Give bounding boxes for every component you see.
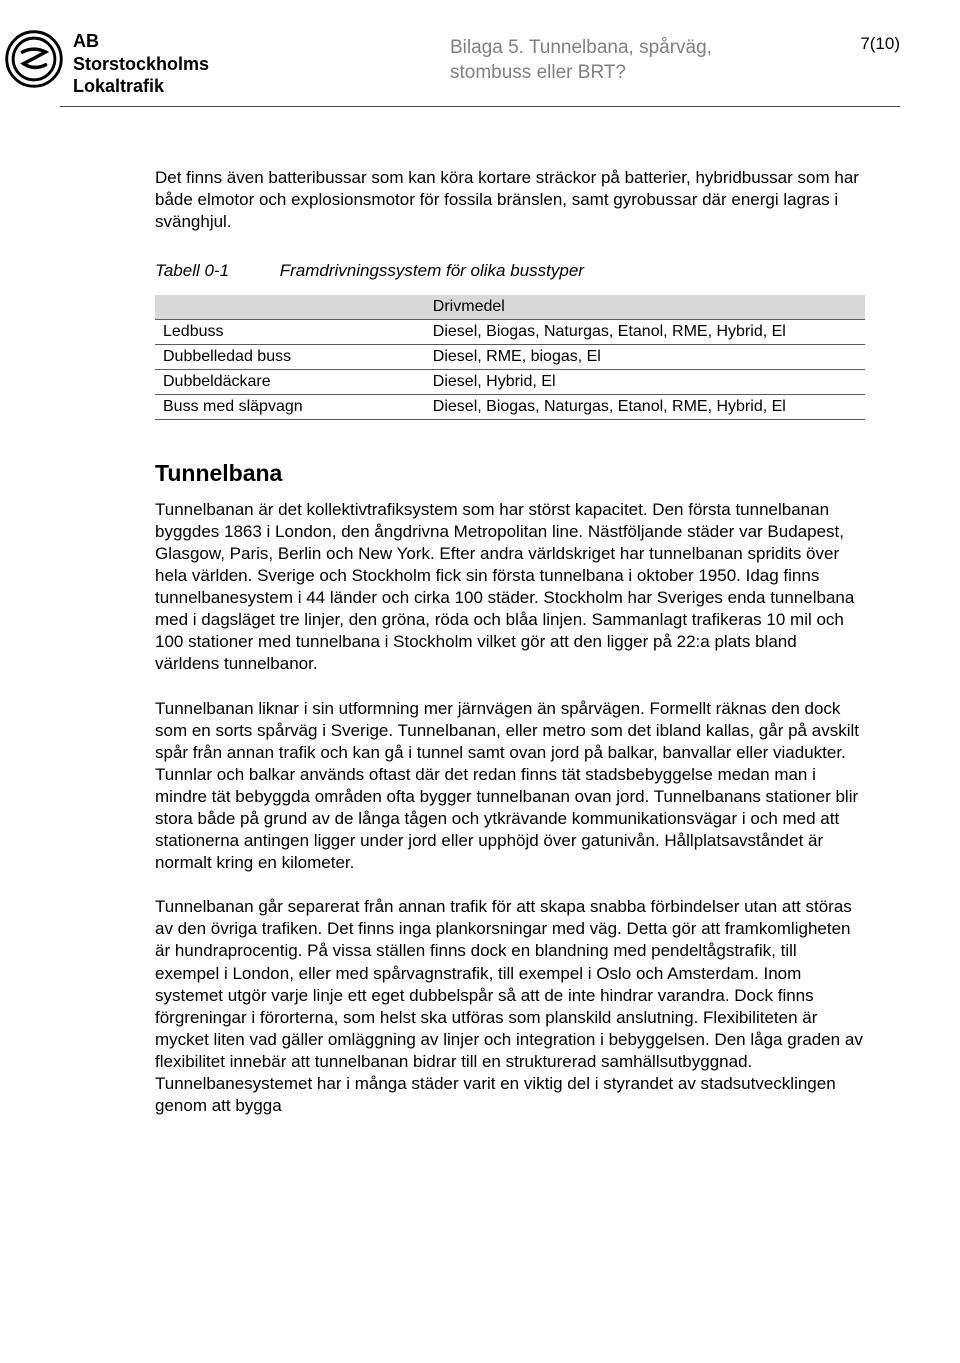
org-line3: Lokaltrafik [73, 75, 209, 98]
org-name: AB Storstockholms Lokaltrafik [73, 30, 209, 98]
table-row: Dubbelledad buss Diesel, RME, biogas, El [155, 344, 865, 369]
intro-paragraph: Det finns även batteribussar som kan kör… [155, 167, 865, 233]
table-row: Dubbeldäckare Diesel, Hybrid, El [155, 369, 865, 394]
page-number: 7(10) [860, 34, 900, 54]
body-paragraph: Tunnelbanan går separerat från annan tra… [155, 896, 865, 1117]
propulsion-table: Drivmedel Ledbuss Diesel, Biogas, Naturg… [155, 295, 865, 420]
table-caption-text: Framdrivningssystem för olika busstyper [280, 261, 584, 280]
org-line2: Storstockholms [73, 53, 209, 76]
body-paragraph: Tunnelbanan liknar i sin utformning mer … [155, 698, 865, 875]
org-line1: AB [73, 30, 209, 53]
sl-logo-icon [5, 30, 63, 88]
main-content: Det finns även batteribussar som kan kör… [60, 167, 900, 1118]
table-caption: Tabell 0-1 Framdrivningssystem för olika… [155, 261, 865, 281]
table-number: Tabell 0-1 [155, 261, 275, 281]
logo-group: AB Storstockholms Lokaltrafik [60, 30, 209, 98]
bus-type: Dubbelledad buss [155, 344, 425, 369]
fuel-type: Diesel, Biogas, Naturgas, Etanol, RME, H… [425, 394, 865, 419]
bus-type: Buss med släpvagn [155, 394, 425, 419]
fuel-type: Diesel, RME, biogas, El [425, 344, 865, 369]
section-heading: Tunnelbana [155, 460, 865, 487]
document-title: Bilaga 5. Tunnelbana, spårväg, stombuss … [450, 36, 712, 85]
table-header-col2: Drivmedel [425, 295, 865, 320]
bus-type: Dubbeldäckare [155, 369, 425, 394]
table-row: Ledbuss Diesel, Biogas, Naturgas, Etanol… [155, 319, 865, 344]
bus-type: Ledbuss [155, 319, 425, 344]
table-row: Buss med släpvagn Diesel, Biogas, Naturg… [155, 394, 865, 419]
fuel-type: Diesel, Biogas, Naturgas, Etanol, RME, H… [425, 319, 865, 344]
doc-title-line2: stombuss eller BRT? [450, 61, 712, 86]
fuel-type: Diesel, Hybrid, El [425, 369, 865, 394]
table-header-row: Drivmedel [155, 295, 865, 320]
table-header-col1 [155, 295, 425, 320]
body-paragraph: Tunnelbanan är det kollektivtrafiksystem… [155, 499, 865, 676]
document-header: AB Storstockholms Lokaltrafik Bilaga 5. … [60, 30, 900, 107]
doc-title-line1: Bilaga 5. Tunnelbana, spårväg, [450, 36, 712, 61]
